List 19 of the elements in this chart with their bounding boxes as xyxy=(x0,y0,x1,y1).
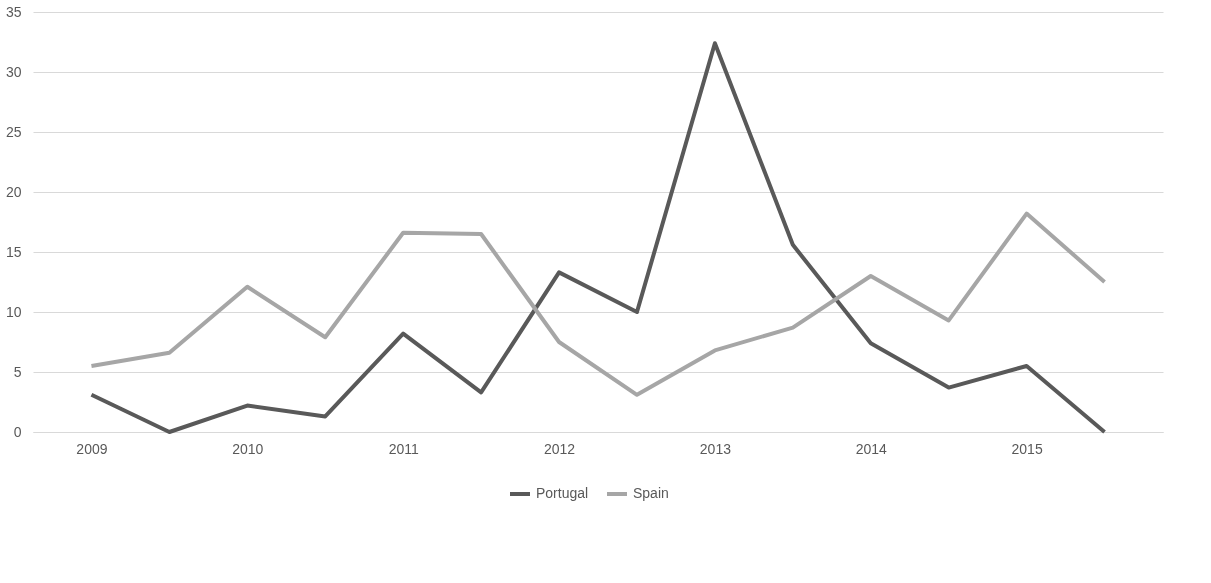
y-tick-label: 30 xyxy=(5,63,22,80)
x-tick-label: 2012 xyxy=(543,440,576,457)
line-series xyxy=(89,41,1107,434)
x-tick-label: 2009 xyxy=(76,440,108,457)
x-tick-label: 2011 xyxy=(388,440,419,457)
x-tick-label: 2013 xyxy=(699,440,732,457)
x-tick-label: 2010 xyxy=(232,440,264,457)
y-tick-label: 35 xyxy=(5,3,22,20)
x-tick-label: 2015 xyxy=(1011,440,1043,457)
y-tick-label: 25 xyxy=(5,123,22,140)
y-tick-label: 0 xyxy=(13,423,22,440)
y-tick-label: 5 xyxy=(13,363,22,380)
legend-label: Portugal xyxy=(536,485,589,501)
x-tick-label: 2014 xyxy=(855,440,888,457)
y-tick-label: 20 xyxy=(5,183,22,200)
legend-label: Spain xyxy=(633,485,669,501)
line-series xyxy=(89,211,1107,397)
y-tick-label: 10 xyxy=(5,303,22,320)
y-tick-label: 15 xyxy=(5,243,22,260)
